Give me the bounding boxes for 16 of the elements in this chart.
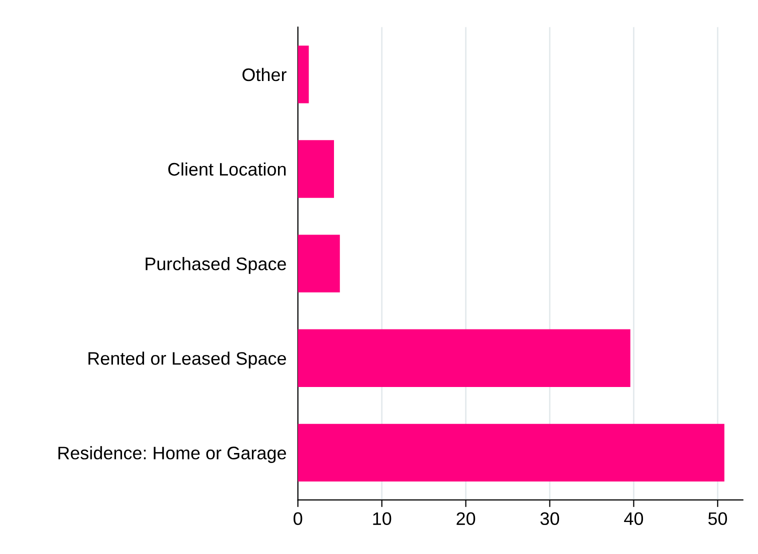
x-tick-label: 40 [624,512,644,526]
y-tick-label: Other [242,68,286,82]
x-tick-label: 20 [456,512,476,526]
y-tick-label: Residence: Home or Garage [58,446,286,463]
bar [298,329,630,387]
y-tick-label: Purchased Space [146,257,286,274]
x-tick-label: 30 [540,512,560,526]
x-tick-label: 0 [294,512,302,526]
bar [298,140,334,198]
x-tick-label: 50 [708,512,727,526]
y-tick-label: Client Location [168,162,286,176]
bar [298,46,309,104]
bar [298,424,724,482]
bar [298,234,340,292]
x-tick-label: 10 [373,512,392,526]
y-tick-label: Rented or Leased Space [88,352,286,368]
